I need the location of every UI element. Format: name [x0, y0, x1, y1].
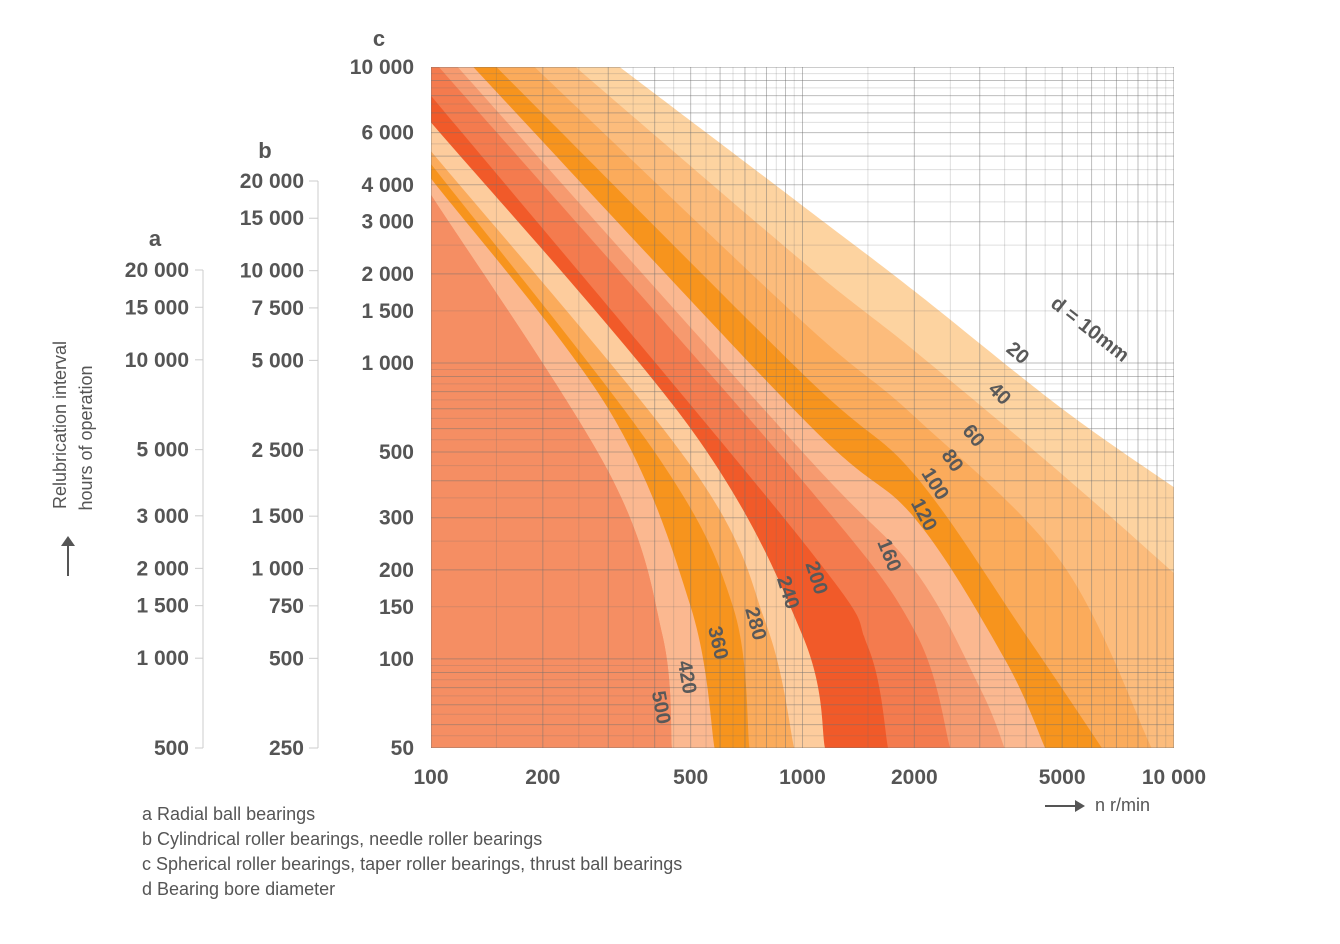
- x-tick-label: 5000: [1039, 766, 1086, 789]
- x-axis-title: n r/min: [1095, 795, 1151, 815]
- x-tick-label: 1000: [779, 766, 826, 789]
- y-tick-label-a: 10 000: [125, 349, 189, 372]
- y-tick-label-b: 750: [269, 595, 304, 618]
- curve-label-10: d = 10mm: [1046, 292, 1133, 366]
- curve-label-20: 20: [1002, 338, 1033, 369]
- right-arrow-icon: [1045, 800, 1085, 813]
- y-tick-label-c: 200: [379, 559, 414, 582]
- y-tick-label-a: 3 000: [136, 505, 189, 528]
- y-tick-label-c: 1 000: [361, 352, 414, 375]
- y-axis-title-line-2: hours of operation: [76, 365, 96, 510]
- y-tick-label-c: 3 000: [361, 211, 414, 234]
- y-tick-label-b: 1 000: [251, 558, 304, 581]
- legend: a Radial ball bearings b Cylindrical rol…: [142, 802, 682, 902]
- y-tick-label-a: 1 000: [136, 647, 189, 670]
- y-tick-label-c: 150: [379, 596, 414, 619]
- up-arrow-head-icon: [61, 536, 75, 546]
- y-tick-label-c: 50: [391, 737, 414, 760]
- y-tick-label-c: 10 000: [350, 56, 414, 79]
- y-tick-label-b: 5 000: [251, 349, 304, 372]
- y-tick-label-b: 1 500: [251, 505, 304, 528]
- scale-letter-a: a: [149, 226, 162, 251]
- scale-letter-c: c: [373, 26, 385, 51]
- y-tick-label-c: 4 000: [361, 174, 414, 197]
- y-tick-label-c: 300: [379, 507, 414, 530]
- y-tick-label-c: 1 500: [361, 300, 414, 323]
- y-tick-label-b: 15 000: [240, 207, 304, 230]
- y-tick-label-c: 6 000: [361, 122, 414, 145]
- y-tick-label-b: 7 500: [251, 297, 304, 320]
- y-axis-title-line-1: Relubrication interval: [50, 341, 70, 509]
- y-tick-label-b: 500: [269, 647, 304, 670]
- grid: [431, 67, 1174, 748]
- y-tick-label-a: 2 000: [136, 557, 189, 580]
- y-tick-label-a: 5 000: [136, 439, 189, 462]
- legend-item-c: c Spherical roller bearings, taper rolle…: [142, 854, 683, 874]
- y-tick-label-a: 20 000: [125, 259, 189, 282]
- x-tick-label: 2000: [891, 766, 938, 789]
- y-tick-label-b: 10 000: [240, 260, 304, 283]
- y-tick-label-c: 2 000: [361, 263, 414, 286]
- y-tick-label-a: 15 000: [125, 296, 189, 319]
- scale-letter-b: b: [258, 138, 271, 163]
- band-d-500: [431, 194, 1174, 748]
- y-tick-label-a: 500: [154, 737, 189, 760]
- x-tick-label: 500: [673, 766, 708, 789]
- axes: 100 200 500 1000 2000 5000 10 000 10 000 6 000 4 …: [50, 26, 1206, 789]
- x-tick-label: 10 000: [1142, 766, 1206, 789]
- curve-bands: [431, 67, 1174, 748]
- y-tick-label-b: 20 000: [240, 170, 304, 193]
- y-tick-label-b: 2 500: [251, 439, 304, 462]
- legend-item-d: d Bearing bore diameter: [142, 879, 336, 899]
- y-tick-label-b: 250: [269, 737, 304, 760]
- y-tick-label-c: 100: [379, 648, 414, 671]
- y-tick-label-a: 1 500: [136, 595, 189, 618]
- x-axis-label: n r/min: [1045, 795, 1150, 816]
- x-tick-label: 200: [525, 766, 560, 789]
- legend-item-a: a Radial ball bearings: [142, 804, 316, 824]
- x-tick-label: 100: [413, 766, 448, 789]
- legend-item-b: b Cylindrical roller bearings, needle ro…: [142, 829, 543, 849]
- y-tick-label-c: 500: [379, 441, 414, 464]
